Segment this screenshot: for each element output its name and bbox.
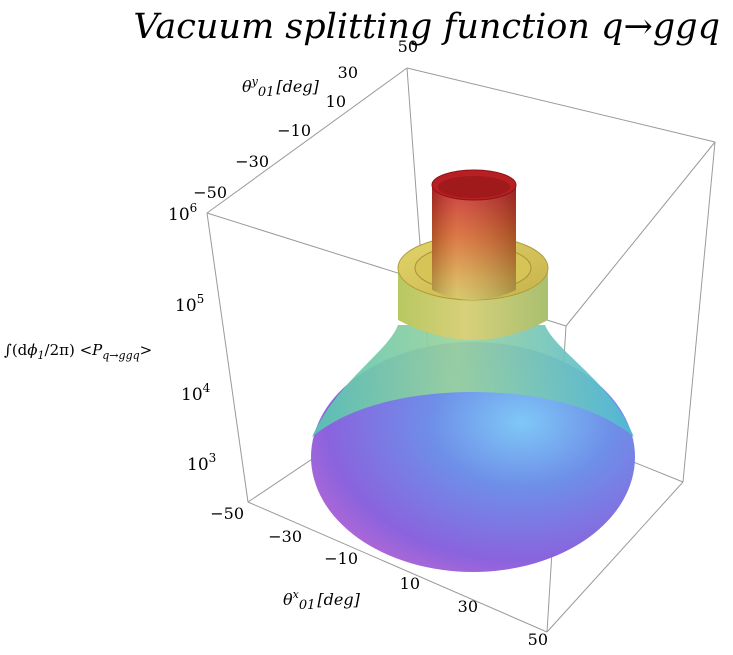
z-tick-label: 104 (181, 381, 211, 405)
y-tick-label: −10 (277, 121, 311, 140)
y-tick-label: 30 (338, 63, 358, 82)
z-tick-label: 106 (168, 201, 197, 225)
box-edge (247, 501, 548, 633)
x-tick-label: −50 (210, 504, 244, 523)
box-edge (565, 141, 716, 327)
surface (311, 169, 635, 572)
box-edge (206, 212, 249, 503)
box-edge (406, 67, 716, 143)
x-tick-label: −10 (324, 549, 358, 568)
box-edge (546, 481, 684, 633)
x-tick-label: 30 (458, 597, 478, 616)
z-axis-label: ∫(dϕ1/2π) <Pq→ggq> (4, 341, 152, 362)
box-edge (682, 141, 716, 483)
y-tick-label: −30 (235, 152, 269, 171)
x-axis-label: θx01 [deg] (283, 588, 361, 613)
x-tick-label: −30 (268, 527, 302, 546)
y-tick-label: 10 (326, 92, 346, 111)
chart-title: Vacuum splitting function q→ggq (133, 7, 720, 47)
surface-tube-shade (432, 185, 516, 300)
x-tick-label: 50 (528, 630, 548, 649)
box-edge (206, 67, 408, 214)
z-tick-label: 105 (175, 292, 204, 316)
y-tick-label: 50 (398, 37, 418, 56)
z-axis-ticks: 106 105 104 103 (168, 201, 216, 475)
surface-skirt (312, 325, 634, 437)
x-axis-ticks: −50 −30 −10 10 30 50 (210, 504, 548, 649)
y-axis-ticks: −50 −30 −10 10 30 50 (193, 37, 418, 202)
y-axis-label: θy01 [deg] (242, 75, 320, 100)
y-tick-label: −50 (193, 183, 227, 202)
x-tick-label: 10 (400, 574, 420, 593)
surface-tube-rim (438, 176, 510, 198)
z-tick-label: 103 (187, 451, 216, 475)
